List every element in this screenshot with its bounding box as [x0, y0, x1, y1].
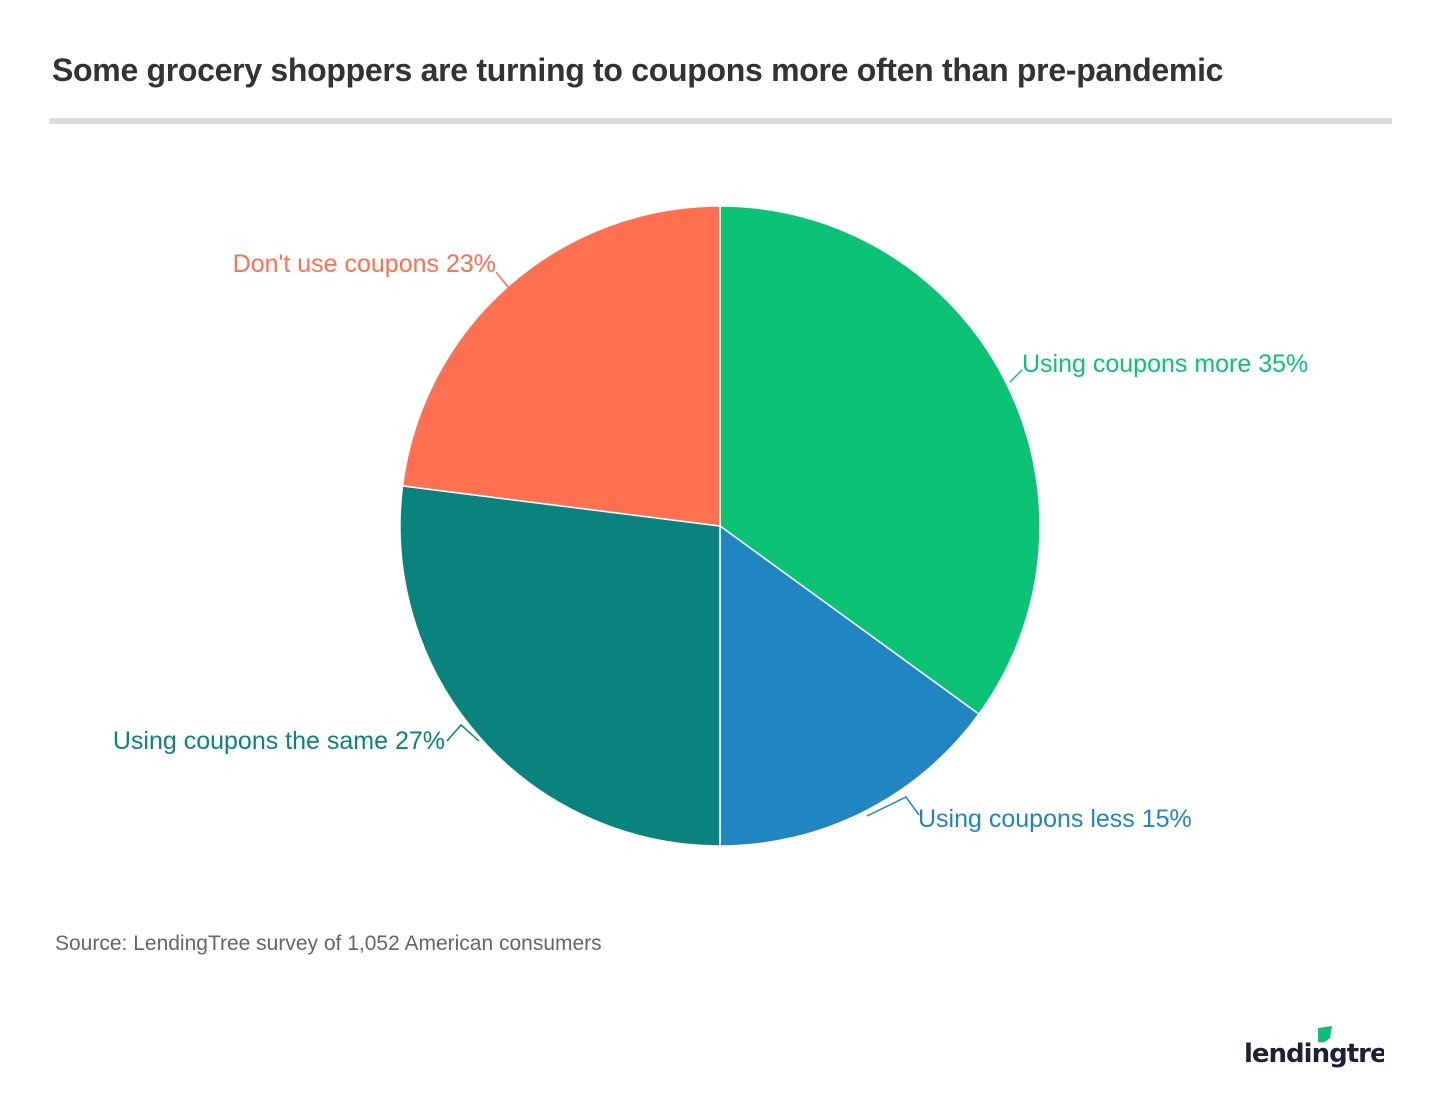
pie-slice-0	[719, 205, 1041, 716]
lendingtree-logo: lendingtree	[1244, 1024, 1405, 1074]
title-divider	[49, 118, 1392, 124]
source-note: Source: LendingTree survey of 1,052 Amer…	[55, 932, 602, 955]
chart-title: Some grocery shoppers are turning to cou…	[52, 52, 1224, 88]
leader-line-3	[495, 271, 509, 288]
pie-slice-2	[399, 485, 721, 847]
data-label-0: Using coupons more 35%	[1022, 350, 1308, 378]
data-label-2: Using coupons the same 27%	[113, 727, 445, 755]
leader-line-1	[866, 796, 920, 817]
pie-slice-3	[401, 205, 721, 527]
leader-line-2	[446, 723, 480, 742]
data-label-3: Don't use coupons 23%	[233, 250, 496, 278]
pie-slice-1	[719, 524, 980, 847]
leader-line-0	[1009, 369, 1023, 383]
leaf-icon: lendingtree	[1244, 1026, 1405, 1069]
svg-text:lendingtree: lendingtree	[1244, 1039, 1384, 1069]
data-label-1: Using coupons less 15%	[918, 805, 1192, 833]
